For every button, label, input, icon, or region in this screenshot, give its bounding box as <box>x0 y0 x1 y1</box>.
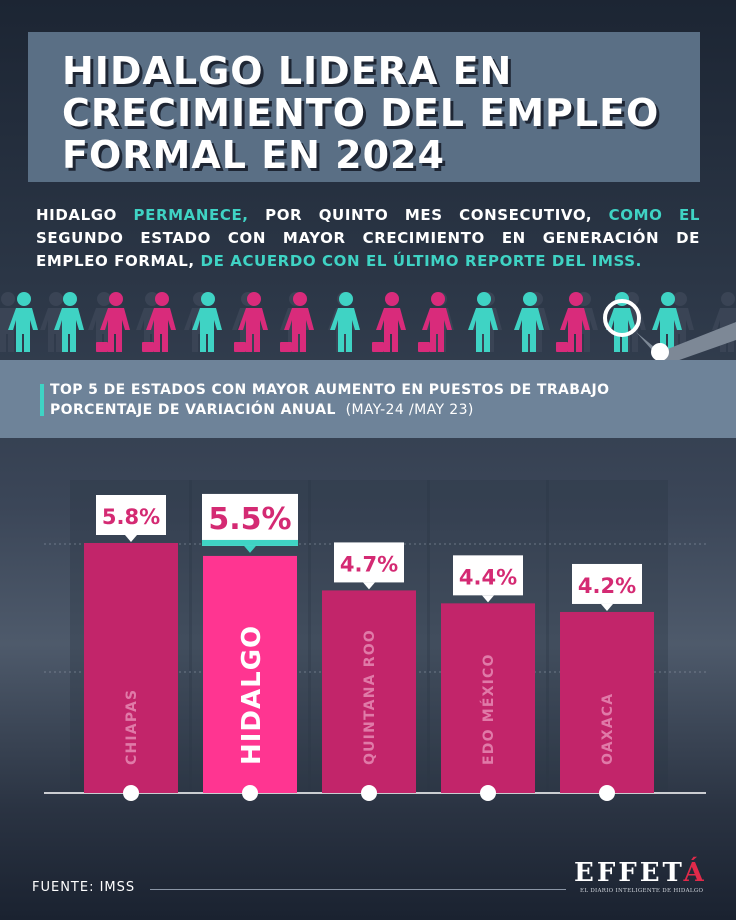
worker-teal-figure <box>468 292 498 352</box>
title-box: HIDALGO LIDERA EN CRECIMIENTO DEL EMPLEO… <box>28 32 700 182</box>
effeta-logo: EFFETÁ <box>574 858 707 888</box>
category-label: HIDALGO <box>237 625 267 765</box>
source-note: FUENTE: IMSS <box>32 880 136 895</box>
crowd-illustration <box>0 292 736 364</box>
briefcase-icon <box>234 342 246 352</box>
axis-marker-dot <box>599 785 615 801</box>
magnifier-icon <box>603 299 641 337</box>
logo-accent: Á <box>683 858 707 888</box>
data-label: 4.7% <box>340 552 398 576</box>
subtitle-line-1: TOP 5 DE ESTADOS CON MAYOR AUMENTO EN PU… <box>50 382 610 398</box>
bar-edo-méxico <box>441 603 535 793</box>
logo-tagline: EL DIARIO INTELIGENTE DE HIDALGO <box>580 888 704 894</box>
subtitle-text: TOP 5 DE ESTADOS CON MAYOR AUMENTO EN PU… <box>50 380 609 420</box>
intro-part-5: SEGUNDO ESTADO CON MAYOR CRECIMIENTO EN … <box>36 229 700 270</box>
subtitle-accent <box>40 384 44 416</box>
bar-group: 4.2% OAXACA <box>560 563 654 801</box>
value-callout: 5.8% <box>96 495 166 542</box>
category-label: QUINTANA ROO <box>362 629 378 765</box>
briefcase-icon <box>142 342 154 352</box>
bar-hidalgo <box>203 555 297 793</box>
briefcase-icon <box>418 342 430 352</box>
intro-highlight-como-el: COMO EL <box>608 206 700 224</box>
title-line-1: HIDALGO LIDERA EN <box>62 49 513 93</box>
briefcase-icon <box>280 342 292 352</box>
worker-teal-figure <box>54 292 84 352</box>
value-callout: 4.2% <box>572 563 642 611</box>
intro-text: HIDALGO PERMANECE, POR QUINTO MES CONSEC… <box>36 204 700 273</box>
briefcase-icon <box>96 342 108 352</box>
worker-teal-figure <box>652 292 682 352</box>
subtitle-band: TOP 5 DE ESTADOS CON MAYOR AUMENTO EN PU… <box>0 360 736 438</box>
value-callout: 4.4% <box>453 555 523 603</box>
data-label: 4.2% <box>578 574 636 598</box>
bar-quintana-roo <box>322 590 416 793</box>
worker-teal-figure <box>8 292 38 352</box>
value-callout: 4.7% <box>334 542 404 590</box>
logo-text: EFFET <box>574 858 684 888</box>
category-label: EDO MÉXICO <box>480 653 497 765</box>
bar-chiapas <box>84 543 178 793</box>
worker-teal-figure <box>330 292 360 352</box>
bar-group: 4.4% EDO MÉXICO <box>441 555 535 801</box>
axis-marker-dot <box>361 785 377 801</box>
category-label: OAXACA <box>600 693 616 765</box>
worker-pink-figure <box>100 292 130 352</box>
title-line-2: CRECIMIENTO DEL EMPLEO <box>62 91 660 135</box>
worker-pink-figure <box>146 292 176 352</box>
axis-marker-dot <box>480 785 496 801</box>
category-label: CHIAPAS <box>124 689 140 765</box>
title-line-3: FORMAL EN 2024 <box>62 133 445 177</box>
intro-part-1: HIDALGO <box>36 206 134 224</box>
worker-pink-figure <box>284 292 314 352</box>
data-label: 5.5% <box>208 502 291 537</box>
footer-divider <box>150 889 566 890</box>
worker-teal-figure <box>514 292 544 352</box>
worker-pink-figure <box>238 292 268 352</box>
intro-highlight-reporte: DE ACUERDO CON EL ÚLTIMO REPORTE DEL IMS… <box>200 252 642 270</box>
bar-oaxaca <box>560 611 654 793</box>
worker-pink-figure <box>560 292 590 352</box>
subtitle-line-2: PORCENTAJE DE VARIACIÓN ANUAL (MAY-24 /M… <box>50 400 609 420</box>
intro-highlight-permanece: PERMANECE, <box>133 206 249 224</box>
axis-marker-dot <box>242 785 258 801</box>
intro-part-3: POR QUINTO MES CONSECUTIVO, <box>248 206 609 224</box>
worker-teal-figure <box>192 292 222 352</box>
data-label: 4.4% <box>459 565 517 589</box>
subtitle-line-2-bold: PORCENTAJE DE VARIACIÓN ANUAL <box>50 402 336 418</box>
axis-marker-dot <box>123 785 139 801</box>
worker-pink-figure <box>422 292 452 352</box>
briefcase-icon <box>372 342 384 352</box>
bar-group: 4.7% QUINTANA ROO <box>322 542 416 801</box>
subtitle-line-2-range: (MAY-24 /MAY 23) <box>345 402 474 418</box>
glove-icon <box>651 343 669 361</box>
briefcase-icon <box>556 342 568 352</box>
data-label: 5.8% <box>102 505 160 529</box>
bar-group: 5.5% HIDALGO <box>202 493 298 801</box>
value-callout: 5.5% <box>202 493 298 553</box>
bar-group: 5.8% CHIAPAS <box>84 495 178 801</box>
worker-pink-figure <box>376 292 406 352</box>
